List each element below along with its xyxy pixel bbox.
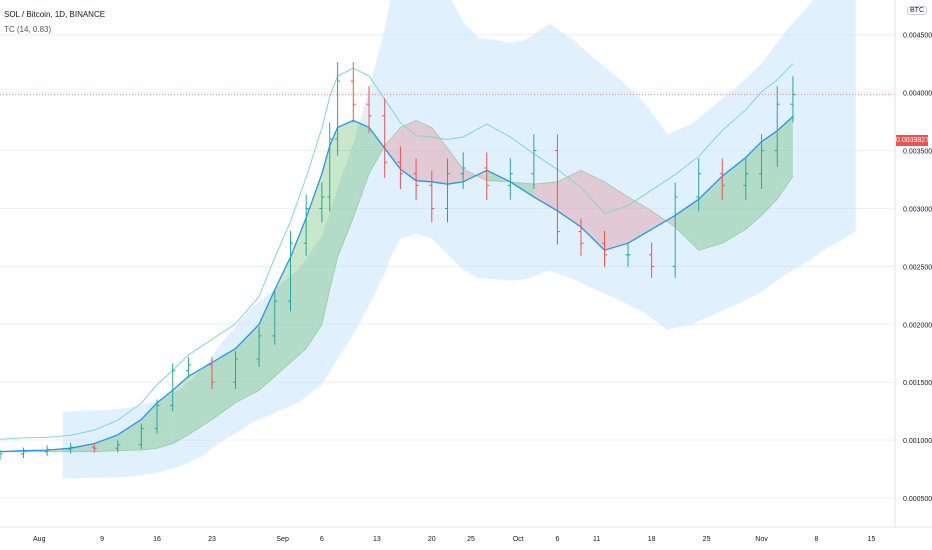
- inner-cloud-segment: [557, 170, 581, 228]
- x-tick-label: 13: [373, 536, 381, 543]
- last-price-badge: 0.0039827: [896, 135, 930, 146]
- inner-cloud-segment: [274, 257, 291, 377]
- x-tick-label: 18: [648, 536, 656, 543]
- x-tick-label: 8: [815, 536, 819, 543]
- inner-cloud-segment: [290, 217, 307, 363]
- x-tick-label: 9: [100, 536, 104, 543]
- inner-cloud-segment: [329, 127, 338, 290]
- inner-cloud-segment: [777, 116, 793, 200]
- x-tick-label: 6: [320, 536, 324, 543]
- inner-cloud-segment: [368, 127, 385, 174]
- inner-cloud-segment: [698, 176, 723, 251]
- inner-cloud-segment: [651, 210, 676, 230]
- inner-cloud-segment: [117, 419, 142, 451]
- inner-cloud-segment: [211, 348, 236, 420]
- inner-cloud-segment: [337, 120, 354, 258]
- lagged-line: [0, 120, 794, 453]
- mid-line: [0, 116, 794, 453]
- inner-cloud-segment: [235, 324, 260, 403]
- inner-cloud-segment: [416, 120, 432, 182]
- x-tick-label: 23: [208, 536, 216, 543]
- inner-cloud-segment: [628, 196, 652, 244]
- inner-cloud-segment: [431, 127, 448, 185]
- currency-badge[interactable]: BTC: [907, 6, 927, 15]
- indicator-legend: TC (14, 0.83): [4, 25, 52, 34]
- inner-cloud-segment: [761, 130, 778, 216]
- x-tick-label: Nov: [755, 536, 768, 543]
- x-tick-label: 20: [428, 536, 436, 543]
- inner-cloud-segment: [722, 157, 746, 244]
- inner-cloud-segment: [321, 145, 330, 325]
- inner-cloud-segment: [306, 173, 322, 349]
- x-tick-label: Aug: [33, 536, 46, 543]
- inner-cloud-segment: [172, 376, 189, 444]
- inner-cloud-segment: [70, 443, 95, 452]
- x-tick-label: 25: [703, 536, 711, 543]
- x-tick-label: 15: [868, 536, 876, 543]
- x-tick-label: 11: [593, 536, 600, 543]
- inner-cloud-segment: [94, 434, 118, 452]
- outer-cloud: [62, 0, 856, 479]
- x-tick-label: 16: [153, 536, 161, 543]
- inner-cloud-segment: [353, 120, 369, 218]
- x-tick-label: 25: [467, 536, 475, 543]
- upper-band-line: [0, 63, 794, 440]
- symbol-legend: SOL / Bitcoin, 1D, BINANCE: [4, 10, 106, 19]
- inner-cloud-segment: [259, 289, 275, 391]
- inner-cloud-segment: [157, 390, 173, 449]
- inner-cloud-segment: [447, 148, 464, 185]
- x-tick-label: Oct: [513, 536, 524, 543]
- inner-cloud-segment: [604, 181, 629, 251]
- inner-cloud-segment: [141, 402, 158, 451]
- inner-cloud-segment: [400, 120, 417, 181]
- inner-cloud-segment: [580, 170, 605, 251]
- inner-cloud-segment: [533, 181, 558, 211]
- x-tick-label: Sep: [276, 536, 289, 543]
- x-tick-label: 6: [555, 536, 559, 543]
- inner-cloud-segment: [745, 141, 762, 230]
- inner-cloud-segment: [188, 362, 212, 435]
- y-tick-label: 0.0045000: [903, 33, 932, 40]
- inner-cloud-segment: [384, 127, 401, 170]
